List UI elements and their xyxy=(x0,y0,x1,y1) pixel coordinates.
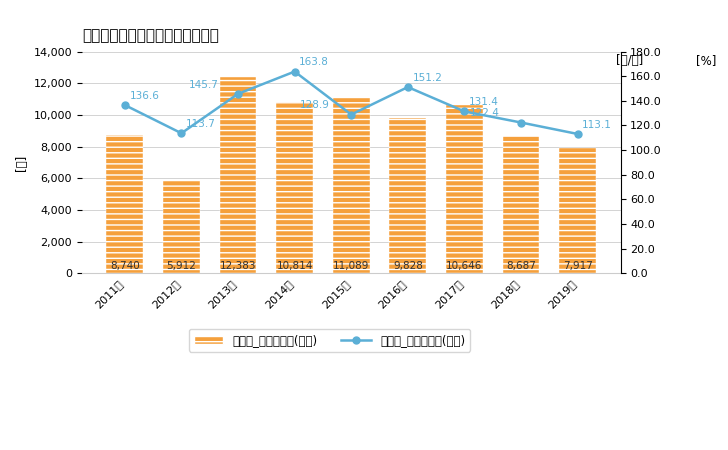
Text: 145.7: 145.7 xyxy=(189,80,218,90)
Text: [%]: [%] xyxy=(696,54,716,67)
Text: 12,383: 12,383 xyxy=(220,261,256,271)
Text: 住宅用建築物の床面積合計の推移: 住宅用建築物の床面積合計の推移 xyxy=(82,28,219,44)
Bar xyxy=(333,98,370,273)
Bar xyxy=(106,135,143,273)
Text: 5,912: 5,912 xyxy=(167,261,197,271)
Text: 10,814: 10,814 xyxy=(277,261,313,271)
Bar xyxy=(220,77,256,273)
Text: 163.8: 163.8 xyxy=(299,57,329,67)
Text: 113.1: 113.1 xyxy=(582,120,612,130)
Text: 131.4: 131.4 xyxy=(469,97,499,107)
Text: 136.6: 136.6 xyxy=(130,91,159,101)
Text: 122.4: 122.4 xyxy=(470,108,499,118)
Text: 11,089: 11,089 xyxy=(333,261,369,271)
Bar xyxy=(446,105,483,273)
Y-axis label: [㎡]: [㎡] xyxy=(15,154,28,171)
Bar xyxy=(163,180,199,273)
Text: 151.2: 151.2 xyxy=(412,73,442,83)
Bar xyxy=(276,102,313,273)
Bar xyxy=(389,117,427,273)
Text: 128.9: 128.9 xyxy=(300,100,330,110)
Text: 7,917: 7,917 xyxy=(563,261,593,271)
Text: 8,687: 8,687 xyxy=(506,261,536,271)
Text: 9,828: 9,828 xyxy=(393,261,423,271)
Text: [㎡/棟]: [㎡/棟] xyxy=(616,54,644,67)
Bar xyxy=(502,136,539,273)
Text: 113.7: 113.7 xyxy=(186,119,215,129)
Text: 10,646: 10,646 xyxy=(446,261,483,271)
Text: 8,740: 8,740 xyxy=(110,261,140,271)
Legend: 住宅用_床面積合計(左軸), 住宅用_平均床面積(右軸): 住宅用_床面積合計(左軸), 住宅用_平均床面積(右軸) xyxy=(189,329,470,351)
Bar xyxy=(559,148,596,273)
